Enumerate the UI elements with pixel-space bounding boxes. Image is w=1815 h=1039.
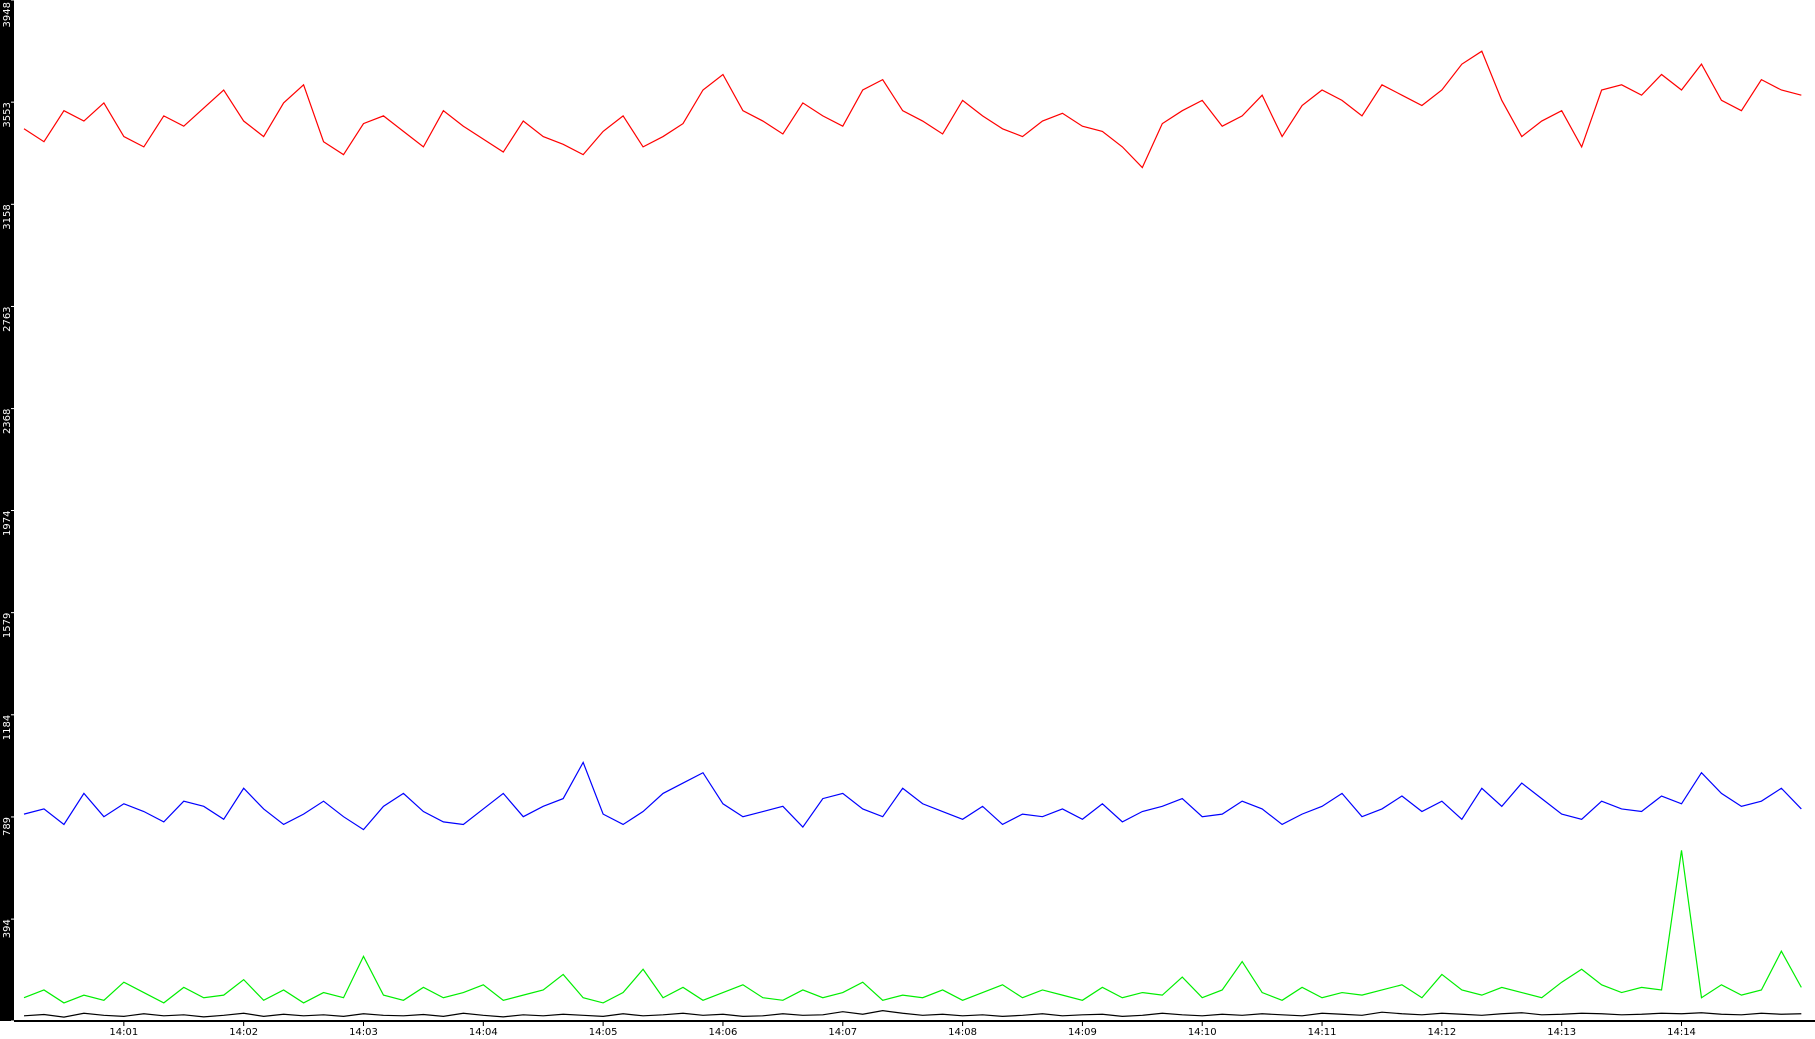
x-tick-label: 14:09 [1068,1027,1097,1038]
x-tick-label: 14:08 [948,1027,977,1038]
x-tick-label: 14:11 [1308,1027,1337,1038]
x-tick-label: 14:04 [469,1027,498,1038]
series-line [23,850,1802,1004]
x-tick-label: 14:06 [709,1027,738,1038]
y-tick-label: 2368 [2,409,13,434]
x-tick-label: 14:13 [1547,1027,1576,1038]
y-tick-label: 2763 [2,306,13,331]
y-tick-label: 3158 [2,204,13,229]
series-line [23,1010,1802,1018]
y-tick-label: 3948 [2,2,13,27]
x-tick-label: 14:10 [1188,1027,1217,1038]
y-tick-label: 0 [2,1021,13,1027]
x-tick-label: 14:14 [1667,1027,1696,1038]
y-tick-label: 1974 [2,511,13,536]
x-tick-label: 14:03 [349,1027,378,1038]
y-tick-label: 1184 [2,715,13,740]
y-axis-band [0,0,14,1021]
x-tick-label: 14:02 [229,1027,258,1038]
y-tick-label: 394 [2,919,13,938]
x-tick-label: 14:05 [589,1027,618,1038]
y-tick-label: 789 [2,817,13,836]
x-tick-label: 14:07 [828,1027,857,1038]
x-tick-label: 14:12 [1427,1027,1456,1038]
x-tick-label: 14:01 [109,1027,138,1038]
series-line [23,760,1802,831]
series-line [23,50,1802,169]
y-tick-label: 3553 [2,102,13,127]
y-tick-label: 1579 [2,613,13,638]
